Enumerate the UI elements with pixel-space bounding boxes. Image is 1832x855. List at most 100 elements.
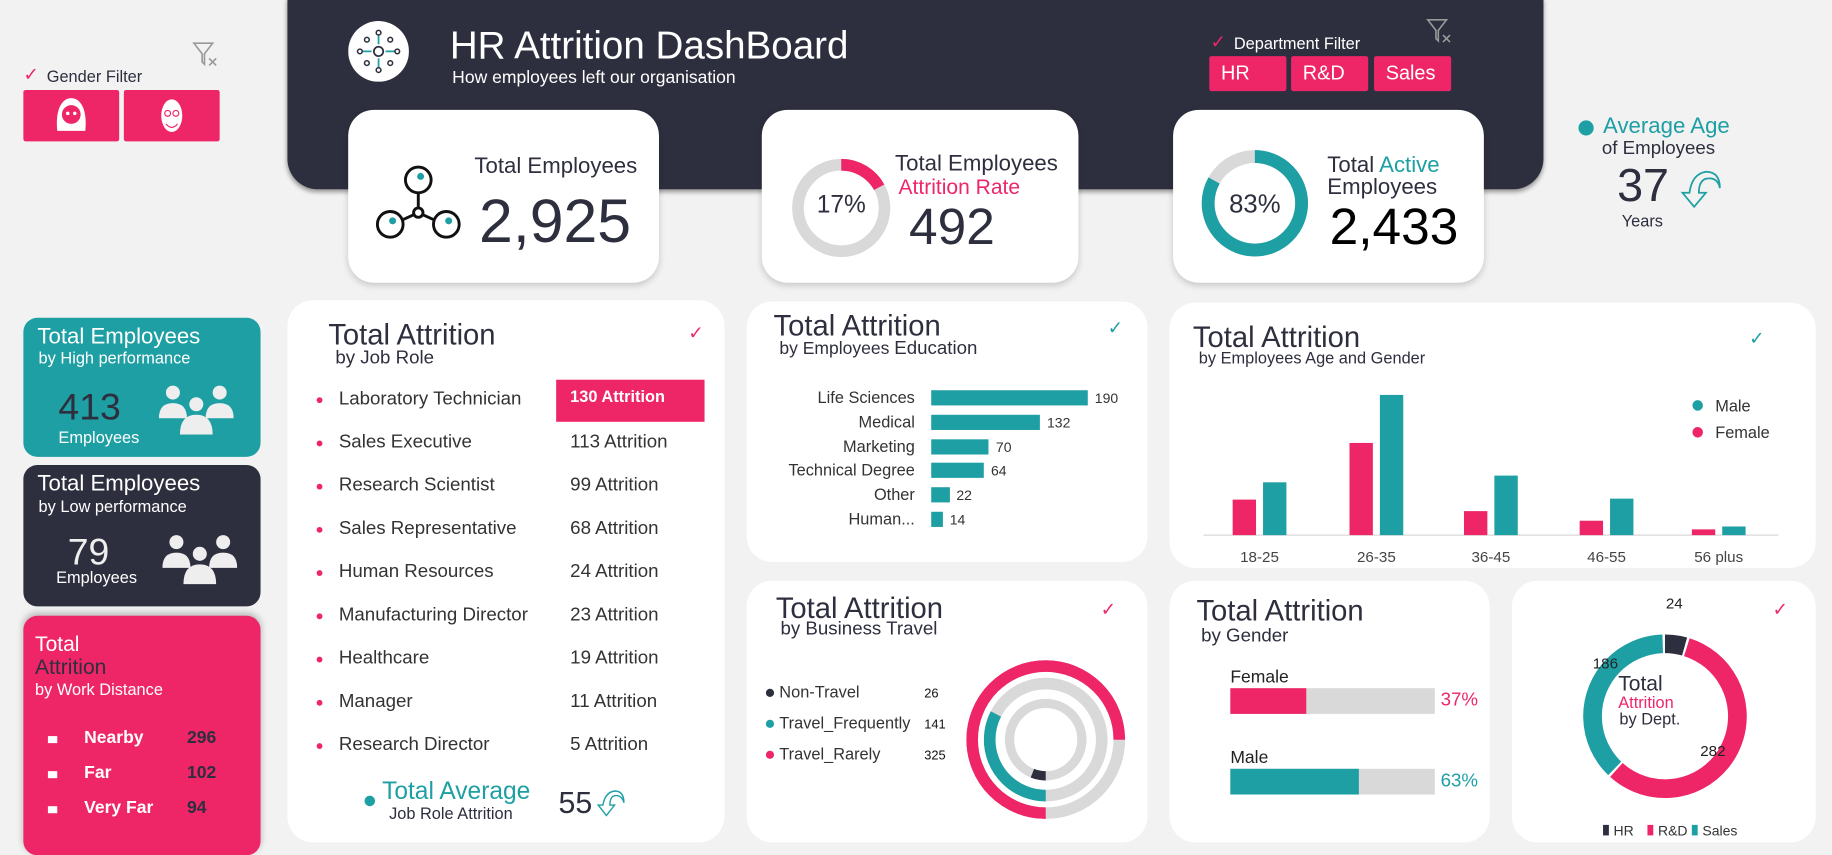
job-role-name: Manufacturing Director <box>338 605 528 626</box>
job-role-row[interactable]: Sales Executive 113 Attrition <box>287 431 724 466</box>
bullet-dot <box>1578 120 1594 136</box>
donut-center-sub: by Dept. <box>1619 709 1681 728</box>
job-role-value: 113 Attrition <box>570 432 668 453</box>
legend-label: Sales <box>1702 822 1737 838</box>
x-tick-label: 36-45 <box>1471 549 1510 566</box>
dept-filter-hr[interactable]: HR <box>1209 56 1287 92</box>
card-value: 413 <box>58 385 121 428</box>
bar-female-56-plus <box>1691 529 1716 536</box>
card-title: Total Attrition <box>328 318 496 352</box>
bullet-dot <box>316 526 323 533</box>
job-role-value: 5 Attrition <box>570 734 649 755</box>
slice-value-label: 282 <box>1700 743 1725 760</box>
legend-marker <box>1647 824 1654 836</box>
filter-clear-icon[interactable] <box>1425 18 1453 46</box>
dept-filter-rd[interactable]: R&D <box>1291 56 1369 92</box>
ring-separator <box>963 657 1128 822</box>
distance-value: 94 <box>186 798 207 818</box>
card-title: Total Attrition <box>775 592 944 626</box>
gender-percent: 37% <box>1440 690 1479 711</box>
job-role-row[interactable]: Laboratory Technician 130 Attrition <box>287 379 724 423</box>
x-tick-label: 46-55 <box>1587 549 1626 566</box>
gender-card: Total Attrition by Gender Female 37% Male 6… <box>1169 580 1490 843</box>
active-percent: 83% <box>1229 189 1281 219</box>
slice-value-label: 24 <box>1666 596 1683 613</box>
legend-label: Female <box>1715 424 1770 442</box>
job-role-row[interactable]: Research Director 5 Attrition <box>287 734 724 769</box>
legend-marker <box>765 719 775 728</box>
donut-center-title: Total <box>1618 671 1663 696</box>
education-label: Marketing <box>843 436 915 456</box>
job-role-row[interactable]: Human Resources 24 Attrition <box>287 561 724 596</box>
distance-value: 296 <box>186 727 217 748</box>
gender-bar-fill <box>1230 688 1306 714</box>
legend-label: Travel_Frequently <box>779 714 911 732</box>
bar-female-18-25 <box>1232 499 1257 536</box>
bullet-dot <box>316 613 323 620</box>
donut-slice-rd <box>1583 634 1747 799</box>
kpi-label-accent: Active <box>1379 153 1440 178</box>
ring-separator <box>981 675 1110 804</box>
attrition-arc <box>792 158 891 258</box>
kpi-value: 2,925 <box>479 188 632 256</box>
kpi-value: 492 <box>909 198 995 256</box>
legend-marker <box>1603 824 1609 836</box>
bullet-dot <box>316 397 323 404</box>
ring-separator <box>1002 696 1089 783</box>
curved-arrow-down-icon <box>596 790 625 817</box>
kpi-active-employees: 83% Total Active Employees 2,433 <box>1173 109 1484 283</box>
dept-filter-sales[interactable]: Sales <box>1374 56 1452 92</box>
bullet-dot <box>316 483 323 490</box>
business-travel-chart: Non-Travel 26 Travel_Frequently 141 Travel_R… <box>765 657 1128 822</box>
business-travel-card: Total Attrition by Business Travel ✓ Non… <box>746 580 1148 843</box>
job-role-name: Research Director <box>338 734 490 755</box>
bar-male-36-45 <box>1494 475 1518 536</box>
education-card: Total Attrition by Employees Education ✓… <box>746 301 1148 563</box>
female-avatar-icon <box>56 98 86 131</box>
job-role-row[interactable]: Manager 11 Attrition <box>287 691 724 726</box>
distance-value: 102 <box>186 762 217 783</box>
card-title: Total Attrition <box>773 309 941 343</box>
job-role-row[interactable]: Manufacturing Director 23 Attrition <box>287 604 724 639</box>
card-subtitle: by Business Travel <box>780 619 938 640</box>
card-subtitle: by High performance <box>38 348 191 367</box>
filter-clear-icon[interactable] <box>192 41 220 69</box>
bullet-dot <box>364 795 376 807</box>
card-subtitle: by Work Distance <box>35 680 163 699</box>
education-label: Other <box>873 485 915 504</box>
legend-value: 141 <box>924 716 945 731</box>
job-role-name: Sales Representative <box>338 518 517 539</box>
job-role-value: 99 Attrition <box>570 475 659 496</box>
job-role-value: 23 Attrition <box>570 605 659 626</box>
high-performance-card: Total Employees by High performance 413 … <box>23 317 261 457</box>
female-filter-button[interactable] <box>23 89 120 142</box>
ring-travel_frequently <box>983 677 1108 802</box>
attrition-rate-donut <box>792 158 891 258</box>
job-role-name: Healthcare <box>338 648 430 669</box>
job-role-row[interactable]: Healthcare 19 Attrition <box>287 647 724 682</box>
legend-marker <box>1691 824 1698 836</box>
education-bar <box>931 414 1040 430</box>
bar-male-26-35 <box>1379 394 1404 536</box>
legend-label: Non-Travel <box>779 684 859 702</box>
education-label: Human... <box>848 509 915 529</box>
male-avatar-icon <box>161 99 183 133</box>
gender-label: Male <box>1230 747 1269 768</box>
age-gender-chart: 18-25 26-35 36-45 46-55 56 plus Male Female <box>1203 394 1779 566</box>
bullet-dot <box>316 440 323 447</box>
kpi-sublabel: Attrition Rate <box>898 175 1021 199</box>
male-filter-button[interactable] <box>123 89 220 142</box>
distance-label: Nearby <box>84 727 144 748</box>
job-role-row[interactable]: Research Scientist 99 Attrition <box>287 474 724 509</box>
average-title: Total Average <box>382 778 531 806</box>
gender-bar-fill <box>1230 768 1360 795</box>
kpi-value: 2,433 <box>1329 198 1459 256</box>
bar-female-46-55 <box>1579 520 1604 536</box>
job-role-name: Laboratory Technician <box>338 389 522 409</box>
active-arc <box>1201 150 1309 257</box>
job-role-name: Sales Executive <box>338 432 472 453</box>
card-title: Total Employees <box>37 324 201 350</box>
ring-non-travel <box>1004 698 1087 781</box>
job-role-row[interactable]: Sales Representative 68 Attrition <box>287 518 724 553</box>
department-card: ✓ 24 HR 282 R&D 186 Sales Total Attrition by … <box>1511 580 1816 843</box>
